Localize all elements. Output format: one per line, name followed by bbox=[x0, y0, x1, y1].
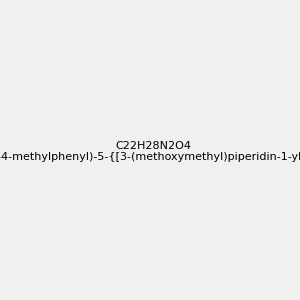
Text: C22H28N2O4
2-(2,6-dimethoxy-4-methylphenyl)-5-{[3-(methoxymethyl)piperidin-1-yl]: C22H28N2O4 2-(2,6-dimethoxy-4-methylphen… bbox=[0, 141, 300, 162]
